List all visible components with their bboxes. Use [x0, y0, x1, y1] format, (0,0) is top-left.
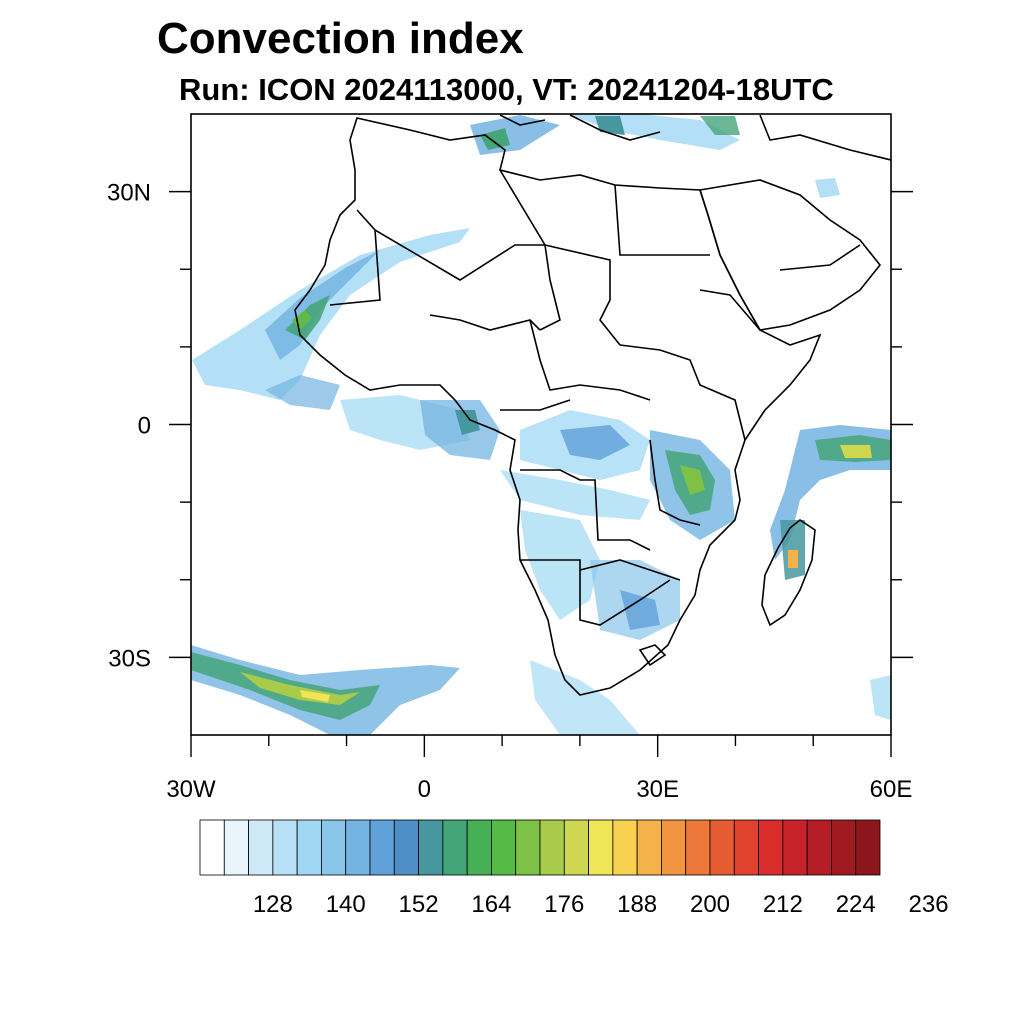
colorbar-swatch: [248, 819, 274, 876]
colorbar: [199, 819, 881, 876]
colorbar-label: 164: [471, 891, 511, 918]
colorbar-swatch: [491, 819, 517, 876]
border: [619, 344, 746, 441]
colorbar-label: 236: [909, 891, 949, 918]
shading-northeast: [815, 178, 891, 720]
chart-subtitle: Run: ICON 2024113000, VT: 20241204-18UTC: [179, 72, 834, 107]
colorbar-swatch: [636, 819, 662, 876]
convection-shading: [191, 114, 891, 735]
border: [544, 244, 621, 346]
colorbar-swatch: [369, 819, 395, 876]
lon-tick-label: 30W: [166, 776, 216, 803]
colorbar-swatch: [831, 819, 857, 876]
colorbar-swatch: [733, 819, 759, 876]
lon-tick-label: 0: [418, 776, 431, 803]
lat-tick-label: 0: [138, 413, 151, 440]
shading-southern-africa: [520, 510, 680, 735]
border: [429, 314, 541, 331]
colorbar-swatch: [855, 819, 881, 876]
colorbar-swatch: [685, 819, 711, 876]
axis-ticks: [169, 190, 913, 757]
colorbar-swatch: [418, 819, 444, 876]
arabian-peninsula: [698, 179, 882, 331]
border: [529, 319, 651, 401]
coastline-and-borders: [294, 114, 891, 696]
colorbar-label: 176: [544, 891, 584, 918]
lat-tick-label: 30N: [107, 180, 151, 207]
border: [579, 559, 681, 581]
shading-south-atlantic: [191, 645, 460, 735]
border: [499, 169, 561, 331]
shading-indian-ocean: [770, 425, 891, 580]
border: [779, 244, 861, 271]
colorbar-swatch: [321, 819, 347, 876]
colorbar-swatch: [661, 819, 687, 876]
colorbar-swatch: [515, 819, 541, 876]
colorbar-label: 188: [617, 891, 657, 918]
colorbar-swatch: [345, 819, 371, 876]
colorbar-swatch: [539, 819, 565, 876]
colorbar-swatch: [709, 819, 735, 876]
colorbar-swatch: [758, 819, 784, 876]
colorbar-swatch: [806, 819, 832, 876]
lon-tick-label: 30E: [636, 776, 679, 803]
colorbar-label: 224: [836, 891, 876, 918]
colorbar-label: 140: [326, 891, 366, 918]
colorbar-swatch: [199, 819, 225, 876]
chart-title: Convection index: [157, 14, 524, 63]
axis-tick-labels: 30W 0 30E 60E 30N 0 30S: [107, 180, 912, 803]
border: [500, 399, 571, 411]
border: [374, 229, 545, 281]
border: [614, 184, 710, 256]
border: [699, 289, 761, 331]
colorbar-label: 212: [763, 891, 803, 918]
border: [520, 559, 671, 626]
shading-east-africa: [650, 430, 735, 540]
colorbar-label: 152: [399, 891, 439, 918]
border: [649, 439, 701, 526]
shading-central-africa: [420, 400, 650, 520]
colorbar-swatch: [442, 819, 468, 876]
lat-tick-label: 30S: [108, 645, 151, 672]
colorbar-swatch: [588, 819, 614, 876]
colorbar-swatch: [466, 819, 492, 876]
colorbar-swatch: [393, 819, 419, 876]
lon-tick-label: 60E: [870, 776, 913, 803]
africa-coastline: [294, 117, 822, 696]
colorbar-labels: 128 140 152 164 176 188 200 212 224 236: [253, 891, 949, 918]
europe-coast: [499, 114, 891, 161]
border: [329, 209, 381, 306]
colorbar-label: 128: [253, 891, 293, 918]
colorbar-label: 200: [690, 891, 730, 918]
colorbar-swatch: [782, 819, 808, 876]
colorbar-swatch: [296, 819, 322, 876]
border: [638, 644, 667, 667]
colorbar-swatch: [612, 819, 638, 876]
colorbar-swatch: [223, 819, 249, 876]
colorbar-swatch: [272, 819, 298, 876]
colorbar-swatch: [563, 819, 589, 876]
border: [520, 469, 651, 551]
madagascar: [761, 519, 816, 627]
